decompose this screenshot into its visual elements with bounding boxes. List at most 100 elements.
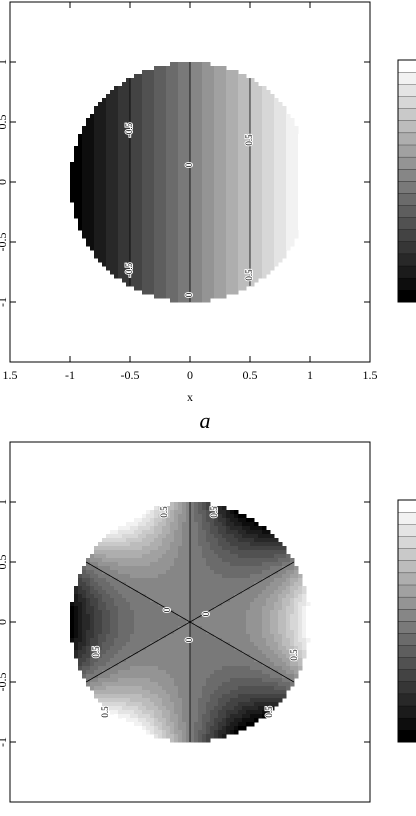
- contour-band: [78, 598, 83, 603]
- contour-band: [298, 138, 303, 143]
- contour-band: [198, 294, 203, 299]
- contour-band: [158, 282, 163, 287]
- contour-band: [222, 566, 227, 571]
- contour-band: [274, 654, 279, 659]
- contour-band: [82, 166, 87, 171]
- contour-band: [130, 210, 135, 215]
- contour-band: [298, 606, 303, 611]
- contour-band: [166, 202, 171, 207]
- contour-band: [222, 234, 227, 239]
- contour-band: [298, 610, 303, 615]
- contour-band: [150, 70, 155, 75]
- contour-band: [226, 98, 231, 103]
- contour-band: [150, 606, 155, 611]
- contour-band: [202, 502, 207, 507]
- contour-band: [306, 614, 311, 619]
- contour-band: [286, 662, 291, 667]
- contour-band: [98, 166, 103, 171]
- contour-band: [254, 266, 259, 271]
- contour-band: [178, 578, 183, 583]
- contour-band: [226, 586, 231, 591]
- contour-band: [78, 186, 83, 191]
- contour-band: [294, 138, 299, 143]
- contour-band: [134, 522, 139, 527]
- contour-band: [254, 114, 259, 119]
- contour-band: [142, 522, 147, 527]
- contour-band: [210, 626, 215, 631]
- contour-band: [250, 614, 255, 619]
- contour-band: [130, 526, 135, 531]
- contour-band: [198, 274, 203, 279]
- contour-band: [190, 274, 195, 279]
- contour-band: [142, 266, 147, 271]
- x-tick-label: 1.5: [363, 368, 378, 382]
- contour-band: [274, 234, 279, 239]
- contour-band: [254, 602, 259, 607]
- contour-band: [250, 610, 255, 615]
- contour-band: [134, 206, 139, 211]
- contour-band: [134, 166, 139, 171]
- contour-band: [298, 586, 303, 591]
- contour-band: [202, 650, 207, 655]
- contour-band: [182, 602, 187, 607]
- contour-band: [274, 134, 279, 139]
- contour-band: [174, 638, 179, 643]
- contour-band: [182, 198, 187, 203]
- contour-band: [150, 162, 155, 167]
- contour-band: [158, 662, 163, 667]
- contour-band: [102, 262, 107, 267]
- contour-band: [166, 66, 171, 71]
- contour-band: [118, 574, 123, 579]
- contour-band: [138, 206, 143, 211]
- contour-band: [218, 126, 223, 131]
- contour-band: [74, 614, 79, 619]
- contour-band: [266, 602, 271, 607]
- contour-band: [258, 122, 263, 127]
- contour-band: [130, 154, 135, 159]
- contour-band: [198, 114, 203, 119]
- contour-band: [222, 634, 227, 639]
- contour-band: [266, 218, 271, 223]
- contour-band: [214, 206, 219, 211]
- contour-band: [110, 186, 115, 191]
- contour-band: [234, 598, 239, 603]
- caption: a: [200, 408, 211, 433]
- contour-band: [170, 210, 175, 215]
- contour-band: [282, 550, 287, 555]
- contour-band: [174, 170, 179, 175]
- contour-band: [142, 658, 147, 663]
- contour-band: [238, 222, 243, 227]
- contour-band: [114, 214, 119, 219]
- contour-band: [122, 250, 127, 255]
- contour-band: [178, 286, 183, 291]
- contour-band: [278, 230, 283, 235]
- contour-band: [214, 286, 219, 291]
- contour-band: [218, 118, 223, 123]
- contour-band: [222, 518, 227, 523]
- contour-band: [270, 162, 275, 167]
- contour-band: [254, 206, 259, 211]
- contour-band: [138, 610, 143, 615]
- contour-band: [214, 262, 219, 267]
- contour-band: [118, 206, 123, 211]
- contour-band: [174, 622, 179, 627]
- contour-band: [86, 198, 91, 203]
- contour-band: [154, 566, 159, 571]
- contour-band: [74, 586, 79, 591]
- contour-band: [178, 166, 183, 171]
- contour-band: [198, 66, 203, 71]
- contour-band: [138, 170, 143, 175]
- contour-band: [90, 590, 95, 595]
- contour-band: [134, 542, 139, 547]
- contour-band: [82, 570, 87, 575]
- contour-band: [242, 514, 247, 519]
- contour-band: [194, 114, 199, 119]
- contour-band: [258, 182, 263, 187]
- contour-band: [138, 606, 143, 611]
- contour-band: [254, 178, 259, 183]
- contour-band: [174, 158, 179, 163]
- contour-band: [286, 166, 291, 171]
- contour-band: [278, 546, 283, 551]
- contour-band: [202, 194, 207, 199]
- contour-band: [286, 618, 291, 623]
